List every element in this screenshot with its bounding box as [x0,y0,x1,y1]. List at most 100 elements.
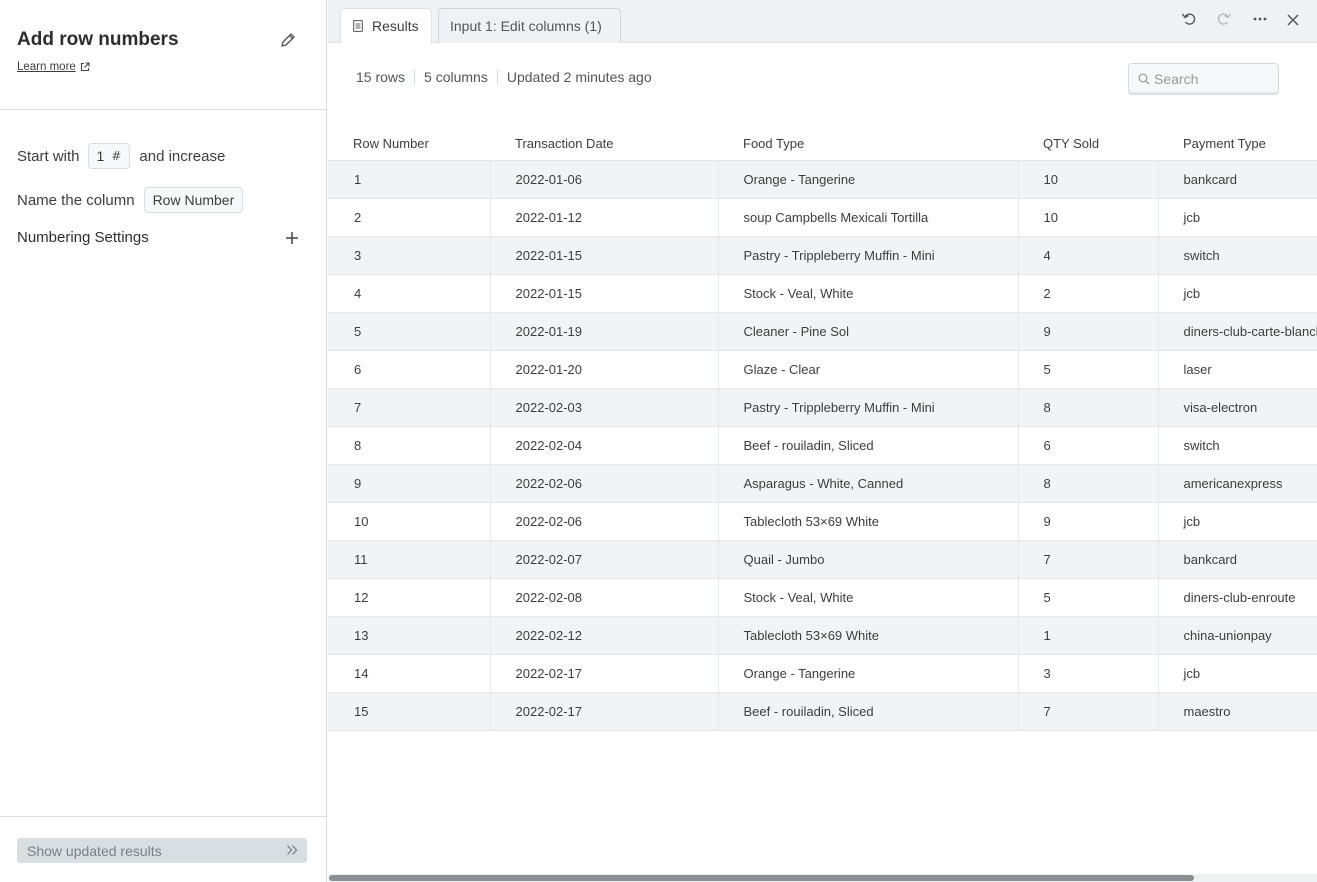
table-row[interactable]: 1 2022-01-06 Orange - Tangerine 10 bankcard [328,160,1317,199]
document-icon [353,20,363,32]
table-cell: 9 [328,464,491,503]
table-cell: Asparagus - White, Canned [718,464,1019,503]
table-cell: Beef - rouiladin, Sliced [718,426,1019,465]
table-cell: 7 [328,388,491,427]
table-cell: 10 [1018,198,1159,237]
table-row[interactable]: 12 2022-02-08 Stock - Veal, White 5 diners-c… [328,578,1317,617]
number-type-icon: # [111,149,122,163]
table-cell: jcb [1158,654,1317,693]
table-cell: 5 [1018,578,1159,617]
table-cell: 3 [328,236,491,275]
horizontal-scrollbar[interactable] [328,874,1317,882]
pencil-icon[interactable] [279,31,297,49]
table-row[interactable]: 7 2022-02-03 Pastry - Trippleberry Muffin … [328,388,1317,427]
table-cell: jcb [1158,198,1317,237]
table-cell: 2 [328,198,491,237]
panel-header: Add row numbers Learn more [0,0,327,110]
table-cell: 5 [1018,350,1159,389]
table-cell: 7 [1018,540,1159,579]
table-cell: soup Campbells Mexicali Tortilla [718,198,1019,237]
table-cell: Stock - Veal, White [718,578,1019,617]
show-updated-results-button[interactable]: Show updated results [17,838,307,863]
table-cell: Tablecloth 53×69 White [718,502,1019,541]
table-cell: 2022-02-06 [490,464,719,503]
table-cell: 1 [328,160,491,199]
column-name-input[interactable]: Row Number [143,187,244,213]
column-header[interactable]: Transaction Date [490,124,718,161]
table-cell: bankcard [1158,540,1317,579]
config-panel: Add row numbers Learn more Start with 1 … [0,0,327,882]
table-cell: jcb [1158,274,1317,313]
double-chevron-right-icon [287,845,298,855]
table-cell: Cleaner - Pine Sol [718,312,1019,351]
tab-input-1[interactable]: Input 1: Edit columns (1) [438,8,621,43]
table-cell: 8 [328,426,491,465]
table-cell: 14 [328,654,491,693]
start-value-input[interactable]: 1 # [87,143,131,169]
table-cell: 2022-02-03 [490,388,719,427]
redo-icon[interactable] [1216,11,1232,27]
table-cell: switch [1158,426,1317,465]
column-header[interactable]: Row Number [328,124,490,161]
undo-icon[interactable] [1181,11,1197,27]
tab-input-label: Input 1: Edit columns (1) [450,18,602,34]
table-cell: 10 [328,502,491,541]
table-cell: Tablecloth 53×69 White [718,616,1019,655]
column-count: 5 columns [424,69,488,85]
search-input[interactable] [1154,71,1274,87]
table-row[interactable]: 8 2022-02-04 Beef - rouiladin, Sliced 6 swit… [328,426,1317,465]
table-cell: 15 [328,692,491,731]
table-row[interactable]: 5 2022-01-19 Cleaner - Pine Sol 9 diners-clu… [328,312,1317,351]
table-cell: 9 [1018,312,1159,351]
table-cell: 2022-01-06 [490,160,719,199]
column-header[interactable]: QTY Sold [1018,124,1158,161]
table-cell: laser [1158,350,1317,389]
plus-icon[interactable] [285,231,299,245]
tab-results[interactable]: Results [340,8,432,43]
table-cell: 1 [1018,616,1159,655]
table-cell: Pastry - Trippleberry Muffin - Mini [718,236,1019,275]
close-icon[interactable] [1285,12,1301,28]
table-row[interactable]: 13 2022-02-12 Tablecloth 53×69 White 1 china… [328,616,1317,655]
table-cell: 2 [1018,274,1159,313]
table-row[interactable]: 4 2022-01-15 Stock - Veal, White 2 jcb [328,274,1317,313]
table-cell: bankcard [1158,160,1317,199]
start-value: 1 [96,148,105,164]
table-cell: 3 [1018,654,1159,693]
table-row[interactable]: 9 2022-02-06 Asparagus - White, Canned 8 ame… [328,464,1317,503]
table-cell: maestro [1158,692,1317,731]
table-cell: 5 [328,312,491,351]
table-cell: Pastry - Trippleberry Muffin - Mini [718,388,1019,427]
scrollbar-thumb[interactable] [329,875,1194,881]
tab-bar: Results Input 1: Edit columns (1) [328,0,1317,43]
column-name-label: Name the column [17,191,135,209]
table-header-row: Row Number Transaction Date Food Type QT… [328,124,1317,161]
results-panel: Results Input 1: Edit columns (1) 15 row… [328,0,1317,882]
table-cell: 2022-02-06 [490,502,719,541]
table-cell: 6 [1018,426,1159,465]
numbering-settings-label: Numbering Settings [17,229,149,246]
table-cell: diners-club-enroute [1158,578,1317,617]
table-row[interactable]: 11 2022-02-07 Quail - Jumbo 7 bankcard [328,540,1317,579]
learn-more-link[interactable]: Learn more [17,61,90,73]
start-with-row: Start with 1 # and increase [17,143,225,169]
table-row[interactable]: 10 2022-02-06 Tablecloth 53×69 White 9 jcb [328,502,1317,541]
table-cell: jcb [1158,502,1317,541]
column-header[interactable]: Payment Type [1158,124,1317,161]
table-cell: Stock - Veal, White [718,274,1019,313]
table-cell: switch [1158,236,1317,275]
table-cell: 4 [1018,236,1159,275]
table-cell: 2022-01-15 [490,236,719,275]
results-table: Row Number Transaction Date Food Type QT… [328,124,1317,874]
column-header[interactable]: Food Type [718,124,1018,161]
table-row[interactable]: 2 2022-01-12 soup Campbells Mexicali Torti… [328,198,1317,237]
show-updated-results-label: Show updated results [27,842,162,859]
table-row[interactable]: 15 2022-02-17 Beef - rouiladin, Sliced 7 mae… [328,692,1317,731]
start-with-label: Start with [17,147,80,165]
search-box[interactable] [1128,63,1279,95]
table-row[interactable]: 3 2022-01-15 Pastry - Trippleberry Muffin … [328,236,1317,275]
table-row[interactable]: 6 2022-01-20 Glaze - Clear 5 laser [328,350,1317,389]
divider [414,69,416,85]
more-icon[interactable] [1252,11,1268,27]
table-row[interactable]: 14 2022-02-17 Orange - Tangerine 3 jcb [328,654,1317,693]
